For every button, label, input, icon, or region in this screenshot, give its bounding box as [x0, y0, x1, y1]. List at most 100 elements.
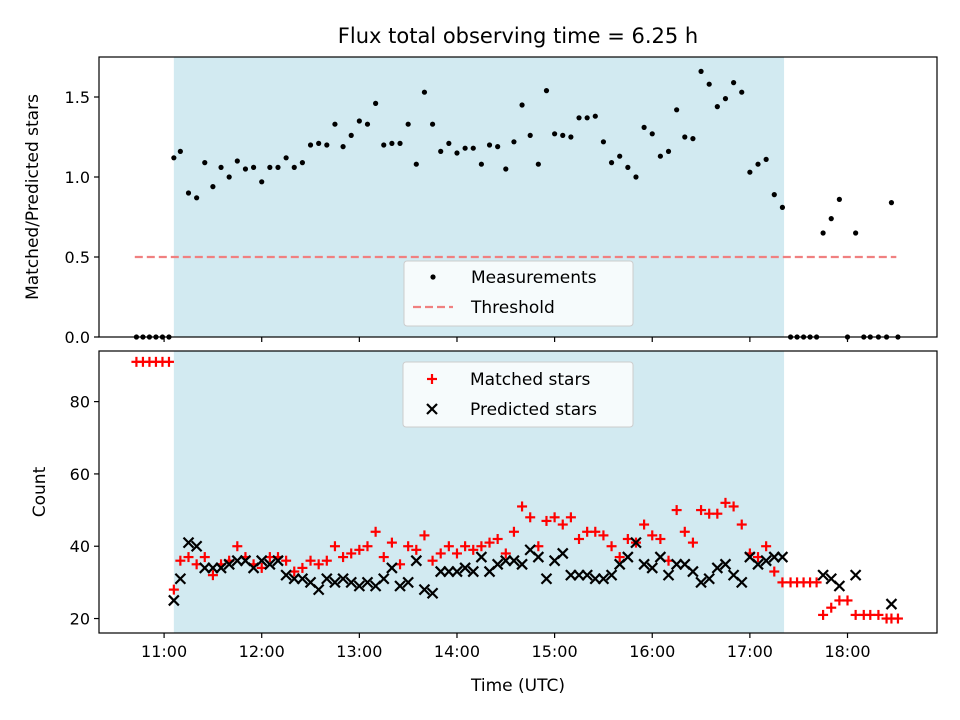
measurement-point	[454, 150, 460, 156]
predicted-star-point	[190, 540, 203, 553]
matched-star-point	[696, 505, 707, 516]
measurement-point	[348, 132, 354, 138]
matched-star-point	[647, 530, 658, 541]
predicted-star-point	[638, 558, 650, 571]
bottom-y-ticks: 20 40 60 80	[70, 393, 99, 629]
measurement-point	[755, 161, 761, 167]
matched-star-point	[655, 534, 666, 544]
measurement-point	[690, 136, 696, 142]
measurement-point	[853, 230, 859, 236]
predicted-star-point	[264, 558, 276, 571]
predicted-star-point	[532, 551, 545, 563]
predicted-star-point	[386, 562, 398, 574]
measurement-point	[299, 160, 305, 166]
predicted-star-point	[312, 583, 325, 596]
predicted-star-point	[646, 562, 659, 574]
matched-star-point	[163, 356, 174, 367]
measurement-point	[234, 158, 240, 164]
measurement-point	[332, 121, 338, 127]
measurement-point	[698, 68, 704, 74]
measurement-point	[836, 196, 842, 202]
measurement-point	[543, 88, 550, 94]
predicted-star-point	[703, 572, 715, 585]
measurement-point	[364, 121, 371, 127]
matched-star-point	[679, 526, 690, 537]
chart-title: Flux total observing time = 6.25 h	[338, 24, 698, 48]
measurement-point	[291, 164, 297, 170]
predicted-star-point	[467, 565, 480, 578]
predicted-star-point	[337, 572, 349, 585]
matched-star-point	[305, 555, 316, 566]
measurement-point	[657, 153, 663, 159]
matched-star-point	[476, 541, 487, 552]
x-tick-label: 12:00	[239, 642, 285, 661]
measurement-point	[527, 132, 533, 138]
measurement-point	[478, 161, 484, 167]
measurement-point	[828, 216, 834, 222]
measurement-point	[177, 148, 183, 154]
predicted-star-point	[280, 569, 292, 581]
predicted-star-point	[776, 551, 789, 563]
measurement-point	[446, 140, 452, 146]
measurement-point	[275, 164, 281, 170]
matched-star-point	[386, 537, 397, 548]
measurement-point	[267, 164, 273, 170]
predicted-star-point	[491, 558, 504, 571]
measurement-point	[486, 142, 493, 148]
predicted-star-point	[475, 551, 488, 563]
matched-star-point	[207, 570, 218, 581]
bottom-x-ticks: 11:00 12:00 13:00 14:00 15:00 16:00 17:00 18:00	[141, 633, 871, 661]
measurement-point	[429, 121, 436, 127]
matched-star-point	[873, 609, 884, 620]
measurement-point	[462, 145, 468, 151]
matched-star-point	[892, 613, 903, 624]
matched-star-point	[411, 544, 422, 555]
predicted-star-point	[174, 572, 187, 585]
measurement-point	[763, 156, 769, 162]
predicted-star-point	[695, 576, 707, 589]
measurement-point	[649, 131, 655, 137]
predicted-star-point	[168, 594, 180, 607]
predicted-star-point	[451, 565, 463, 578]
measurement-point	[316, 140, 322, 146]
predicted-star-point	[540, 572, 553, 585]
predicted-star-point	[377, 572, 390, 585]
legend-marker-predicted-stars	[426, 403, 438, 415]
measurement-point	[202, 160, 208, 166]
measurement-point	[250, 164, 257, 170]
matched-star-point	[769, 566, 780, 577]
measurement-point	[226, 174, 232, 180]
predicted-star-point	[581, 569, 593, 581]
predicted-star-point	[597, 572, 610, 585]
matched-star-point	[687, 537, 698, 548]
predicted-star-point	[410, 554, 423, 567]
measurement-point	[560, 132, 566, 138]
measurement-point	[665, 148, 672, 154]
measurement-point	[405, 121, 411, 127]
matched-star-point	[826, 602, 837, 613]
matched-star-point	[232, 541, 243, 552]
matched-star-point	[281, 555, 292, 566]
measurement-point	[340, 144, 346, 150]
matched-star-point	[346, 548, 357, 559]
measurement-point	[413, 161, 419, 167]
measurement-point	[503, 166, 509, 172]
predicted-star-point	[182, 536, 195, 549]
matched-star-point	[183, 552, 194, 563]
predicted-star-point	[654, 551, 667, 563]
predicted-star-point	[833, 580, 846, 592]
measurement-point	[242, 166, 249, 172]
measurement-point	[552, 131, 558, 137]
matched-star-point	[338, 552, 349, 563]
matched-star-point	[842, 595, 853, 606]
predicted-star-point	[662, 569, 675, 581]
matched-star-point	[492, 534, 503, 544]
y-tick-label: 1.0	[65, 168, 90, 187]
y-tick-label: 20	[70, 610, 90, 629]
matched-star-point	[671, 505, 682, 516]
measurement-point	[218, 164, 224, 170]
measurement-point	[600, 139, 607, 145]
measurement-point	[535, 161, 541, 167]
